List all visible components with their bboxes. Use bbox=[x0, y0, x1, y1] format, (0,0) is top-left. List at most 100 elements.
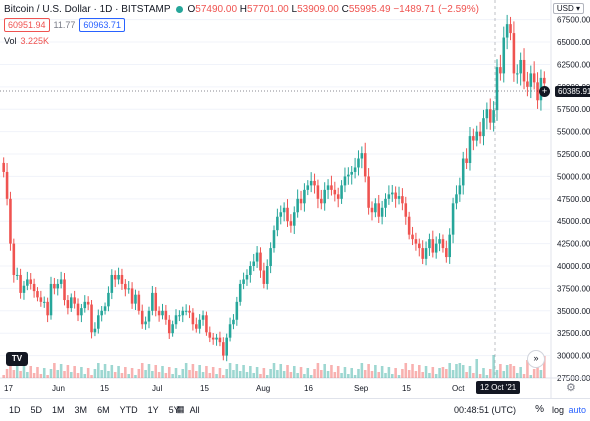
volume-bar bbox=[418, 365, 421, 378]
volume-bar bbox=[90, 375, 93, 378]
range-all[interactable]: All bbox=[189, 405, 200, 415]
auto-toggle[interactable]: auto bbox=[568, 405, 586, 415]
volume-bar bbox=[458, 363, 462, 378]
candle-body bbox=[272, 230, 276, 249]
range-1m[interactable]: 1M bbox=[52, 405, 65, 415]
log-toggle[interactable]: log bbox=[551, 405, 564, 415]
volume-bar bbox=[448, 363, 451, 378]
candle-body bbox=[12, 243, 16, 275]
volume-bar bbox=[100, 370, 103, 378]
scroll-to-realtime-button[interactable]: » bbox=[527, 350, 545, 368]
candle-body bbox=[529, 73, 533, 87]
volume-bar bbox=[195, 371, 198, 378]
candle-body bbox=[178, 315, 181, 317]
volume-bar bbox=[130, 368, 134, 378]
volume-bar bbox=[320, 370, 323, 378]
volume-bar bbox=[492, 355, 495, 378]
range-5y[interactable]: 5Y bbox=[168, 405, 180, 415]
volume-legend[interactable]: Vol 3.225K bbox=[4, 36, 50, 46]
candle-body bbox=[330, 185, 333, 190]
price-tick-label: 65000.00 bbox=[557, 38, 590, 47]
volume-bar bbox=[292, 366, 296, 378]
candle-body bbox=[15, 274, 19, 276]
volume-bar bbox=[323, 364, 326, 378]
range-5d[interactable]: 5D bbox=[30, 405, 43, 415]
price-tick-label: 52500.00 bbox=[557, 150, 590, 159]
volume-bar bbox=[22, 365, 26, 378]
candle-body bbox=[428, 239, 431, 249]
candle-body bbox=[184, 310, 188, 312]
candle-body bbox=[519, 59, 522, 74]
candle-body bbox=[215, 337, 218, 340]
candle-body bbox=[374, 203, 377, 213]
gear-icon[interactable]: ⚙ bbox=[566, 382, 576, 394]
volume-bar bbox=[63, 371, 66, 378]
range-6m[interactable]: 6M bbox=[97, 405, 110, 415]
candle-body bbox=[130, 288, 134, 304]
range-selector: 1D 5D 1M 3M 6M YTD 1Y 5Y All bbox=[4, 405, 205, 415]
symbol-title[interactable]: Bitcoin / U.S. Dollar · 1D · BITSTAMP bbox=[4, 4, 171, 15]
candle-body bbox=[238, 283, 242, 302]
volume-bar bbox=[353, 375, 357, 378]
candle-body bbox=[19, 274, 22, 293]
calendar-icon[interactable]: ▦ bbox=[176, 404, 185, 414]
currency-dropdown[interactable]: USD ▾ bbox=[552, 3, 584, 14]
volume-bar bbox=[272, 363, 276, 378]
candle-body bbox=[488, 109, 492, 123]
sell-button[interactable]: 60951.94 bbox=[4, 18, 50, 32]
price-tick-label: 42500.00 bbox=[557, 240, 590, 249]
candle-body bbox=[485, 109, 489, 119]
volume-bar bbox=[468, 366, 472, 378]
candle-body bbox=[161, 310, 164, 316]
volume-bar bbox=[309, 375, 313, 378]
candle-body bbox=[515, 73, 519, 75]
candle-body bbox=[235, 301, 239, 320]
candle-body bbox=[347, 174, 350, 177]
volume-bar bbox=[367, 364, 370, 378]
candle-body bbox=[445, 248, 448, 258]
volume-bar bbox=[255, 367, 259, 378]
utc-clock[interactable]: 00:48:51 (UTC) bbox=[453, 405, 516, 415]
volume-bar bbox=[222, 375, 225, 378]
volume-bar bbox=[461, 365, 465, 378]
range-3m[interactable]: 3M bbox=[74, 405, 88, 415]
candle-body bbox=[59, 279, 63, 284]
candle-body bbox=[292, 212, 296, 226]
volume-bar bbox=[15, 364, 19, 378]
buy-button[interactable]: 60963.71 bbox=[79, 18, 125, 32]
tradingview-logo[interactable]: TV bbox=[6, 352, 28, 366]
candle-body bbox=[401, 196, 404, 204]
price-chart[interactable]: 67500.0065000.0062500.0060000.0057500.00… bbox=[0, 0, 590, 398]
range-ytd[interactable]: YTD bbox=[119, 405, 138, 415]
candle-body bbox=[397, 196, 401, 199]
time-tick-label: 15 bbox=[100, 384, 109, 393]
volume-bar bbox=[451, 370, 455, 378]
volume-bar bbox=[475, 359, 479, 378]
volume-bar bbox=[154, 365, 158, 378]
percent-toggle[interactable]: % bbox=[535, 404, 544, 415]
volume-bar bbox=[485, 375, 489, 378]
volume-bar bbox=[93, 369, 97, 378]
volume-bar bbox=[76, 373, 80, 378]
volume-bar bbox=[488, 369, 492, 378]
volume-bar bbox=[279, 364, 283, 378]
candle-body bbox=[26, 279, 29, 286]
candle-body bbox=[42, 301, 46, 303]
candle-body bbox=[191, 312, 195, 325]
volume-bar bbox=[66, 365, 70, 378]
range-1d[interactable]: 1D bbox=[9, 405, 21, 415]
candle-body bbox=[306, 185, 310, 190]
volume-bar bbox=[445, 369, 448, 378]
volume-bar bbox=[211, 367, 215, 378]
range-1y[interactable]: 1Y bbox=[147, 405, 159, 415]
candle-body bbox=[22, 285, 26, 293]
crosshair-date-label: 12 Oct '21 bbox=[476, 381, 521, 394]
volume-bar bbox=[19, 371, 22, 378]
volume-bar bbox=[208, 373, 212, 378]
volume-bar bbox=[59, 364, 63, 378]
candle-body bbox=[421, 248, 424, 259]
candle-body bbox=[218, 337, 222, 343]
candle-body bbox=[492, 110, 495, 123]
candle-body bbox=[9, 198, 12, 244]
add-alert-button[interactable]: + bbox=[539, 86, 550, 97]
